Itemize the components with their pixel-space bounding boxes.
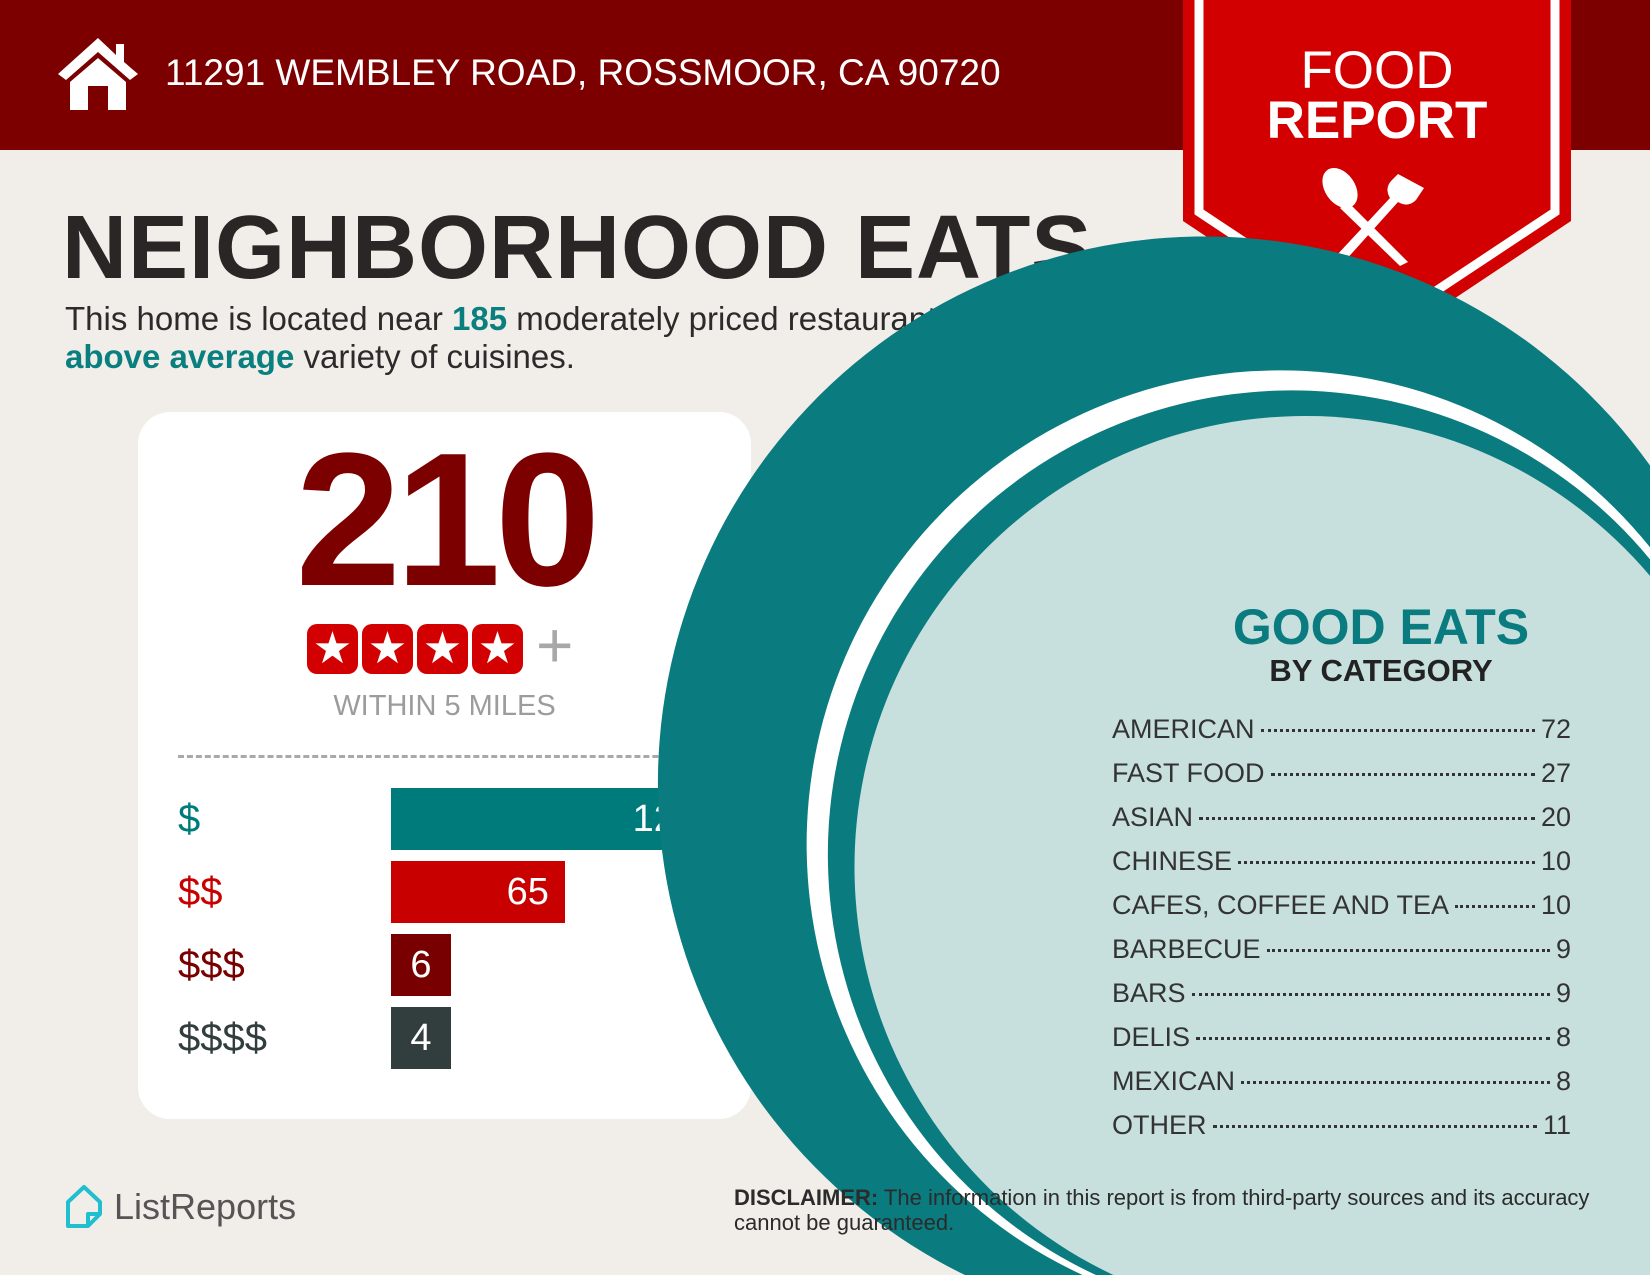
star-icon: ★ xyxy=(362,624,413,674)
price-level-label: $$ xyxy=(178,870,223,914)
house-icon xyxy=(58,38,138,110)
star-icon: ★ xyxy=(417,624,468,674)
disclaimer: DISCLAIMER: The information in this repo… xyxy=(734,1185,1590,1235)
price-bar: 4 xyxy=(391,1007,451,1069)
total-restaurants: 210 xyxy=(295,414,600,626)
category-name: FAST FOOD xyxy=(1112,758,1265,788)
restaurant-count: 185 xyxy=(452,300,508,337)
category-row: ASIAN 20 xyxy=(1112,802,1571,846)
leader-dots xyxy=(1212,1125,1537,1128)
category-heading: GOOD EATS BY CATEGORY xyxy=(1181,600,1581,688)
category-count: 11 xyxy=(1542,1110,1571,1140)
address: 11291 WEMBLEY ROAD, ROSSMOOR, CA 90720 xyxy=(165,52,1001,93)
category-count: 8 xyxy=(1555,1066,1571,1096)
category-name: ASIAN xyxy=(1112,802,1194,832)
category-count: 20 xyxy=(1540,802,1571,832)
category-name: CHINESE xyxy=(1112,846,1233,876)
ribbon-line2: REPORT xyxy=(1266,91,1488,150)
fork-spoon-icon xyxy=(1322,168,1424,266)
category-count: 27 xyxy=(1540,758,1571,788)
category-name: BARBECUE xyxy=(1112,934,1261,964)
price-level-label: $ xyxy=(178,797,201,841)
category-row: CAFES, COFFEE AND TEA 10 xyxy=(1112,890,1571,934)
distance-label: WITHIN 5 MILES xyxy=(333,690,556,722)
ribbon-title: FOOD REPORT xyxy=(1183,41,1571,150)
category-count: 72 xyxy=(1540,714,1571,744)
category-row: OTHER 11 xyxy=(1112,1110,1571,1154)
leader-dots xyxy=(1455,905,1535,908)
category-name: MEXICAN xyxy=(1112,1066,1236,1096)
variety-rating: above average xyxy=(65,338,295,375)
leader-dots xyxy=(1199,817,1535,820)
category-name: CAFES, COFFEE AND TEA xyxy=(1112,890,1450,920)
category-name: BARS xyxy=(1112,978,1186,1008)
leader-dots xyxy=(1238,861,1535,864)
star-icon: ★ xyxy=(472,624,523,674)
category-count: 9 xyxy=(1555,978,1571,1008)
plate-center xyxy=(854,415,1650,1275)
category-row: BARS 9 xyxy=(1112,978,1571,1022)
leader-dots xyxy=(1241,1081,1550,1084)
leader-dots xyxy=(1196,1037,1550,1040)
price-level-label: $$$$ xyxy=(178,1016,267,1060)
divider xyxy=(178,755,712,758)
ribbon-line1: FOOD xyxy=(1300,41,1454,100)
leader-dots xyxy=(1266,949,1550,952)
summary-card xyxy=(138,412,751,1119)
category-name: OTHER xyxy=(1112,1110,1207,1140)
plus-sign: + xyxy=(536,609,574,681)
leader-dots xyxy=(1260,729,1535,732)
page-title: NEIGHBORHOOD EATS xyxy=(62,198,1093,298)
category-row: DELIS 8 xyxy=(1112,1022,1571,1066)
category-count: 9 xyxy=(1555,934,1571,964)
category-title: GOOD EATS xyxy=(1232,599,1530,655)
listreports-logo: ListReports xyxy=(64,1184,296,1230)
star-icon: ★ xyxy=(307,624,358,674)
category-count: 10 xyxy=(1540,846,1571,876)
leader-dots xyxy=(1270,773,1535,776)
category-name: DELIS xyxy=(1112,1022,1191,1052)
leader-dots xyxy=(1191,993,1550,996)
category-row: BARBECUE 9 xyxy=(1112,934,1571,978)
price-bar: 65 xyxy=(391,861,565,923)
category-subtitle: BY CATEGORY xyxy=(1269,653,1493,688)
category-row: MEXICAN 8 xyxy=(1112,1066,1571,1110)
category-row: FAST FOOD 27 xyxy=(1112,758,1571,802)
category-name: AMERICAN xyxy=(1112,714,1255,744)
logo-icon xyxy=(66,1185,102,1228)
category-count: 10 xyxy=(1540,890,1571,920)
price-bar: 6 xyxy=(391,934,451,996)
category-row: AMERICAN 72 xyxy=(1112,714,1571,758)
price-level-label: $$$ xyxy=(178,943,245,987)
category-count: 8 xyxy=(1555,1022,1571,1052)
category-row: CHINESE 10 xyxy=(1112,846,1571,890)
logo-text: ListReports xyxy=(114,1186,297,1227)
